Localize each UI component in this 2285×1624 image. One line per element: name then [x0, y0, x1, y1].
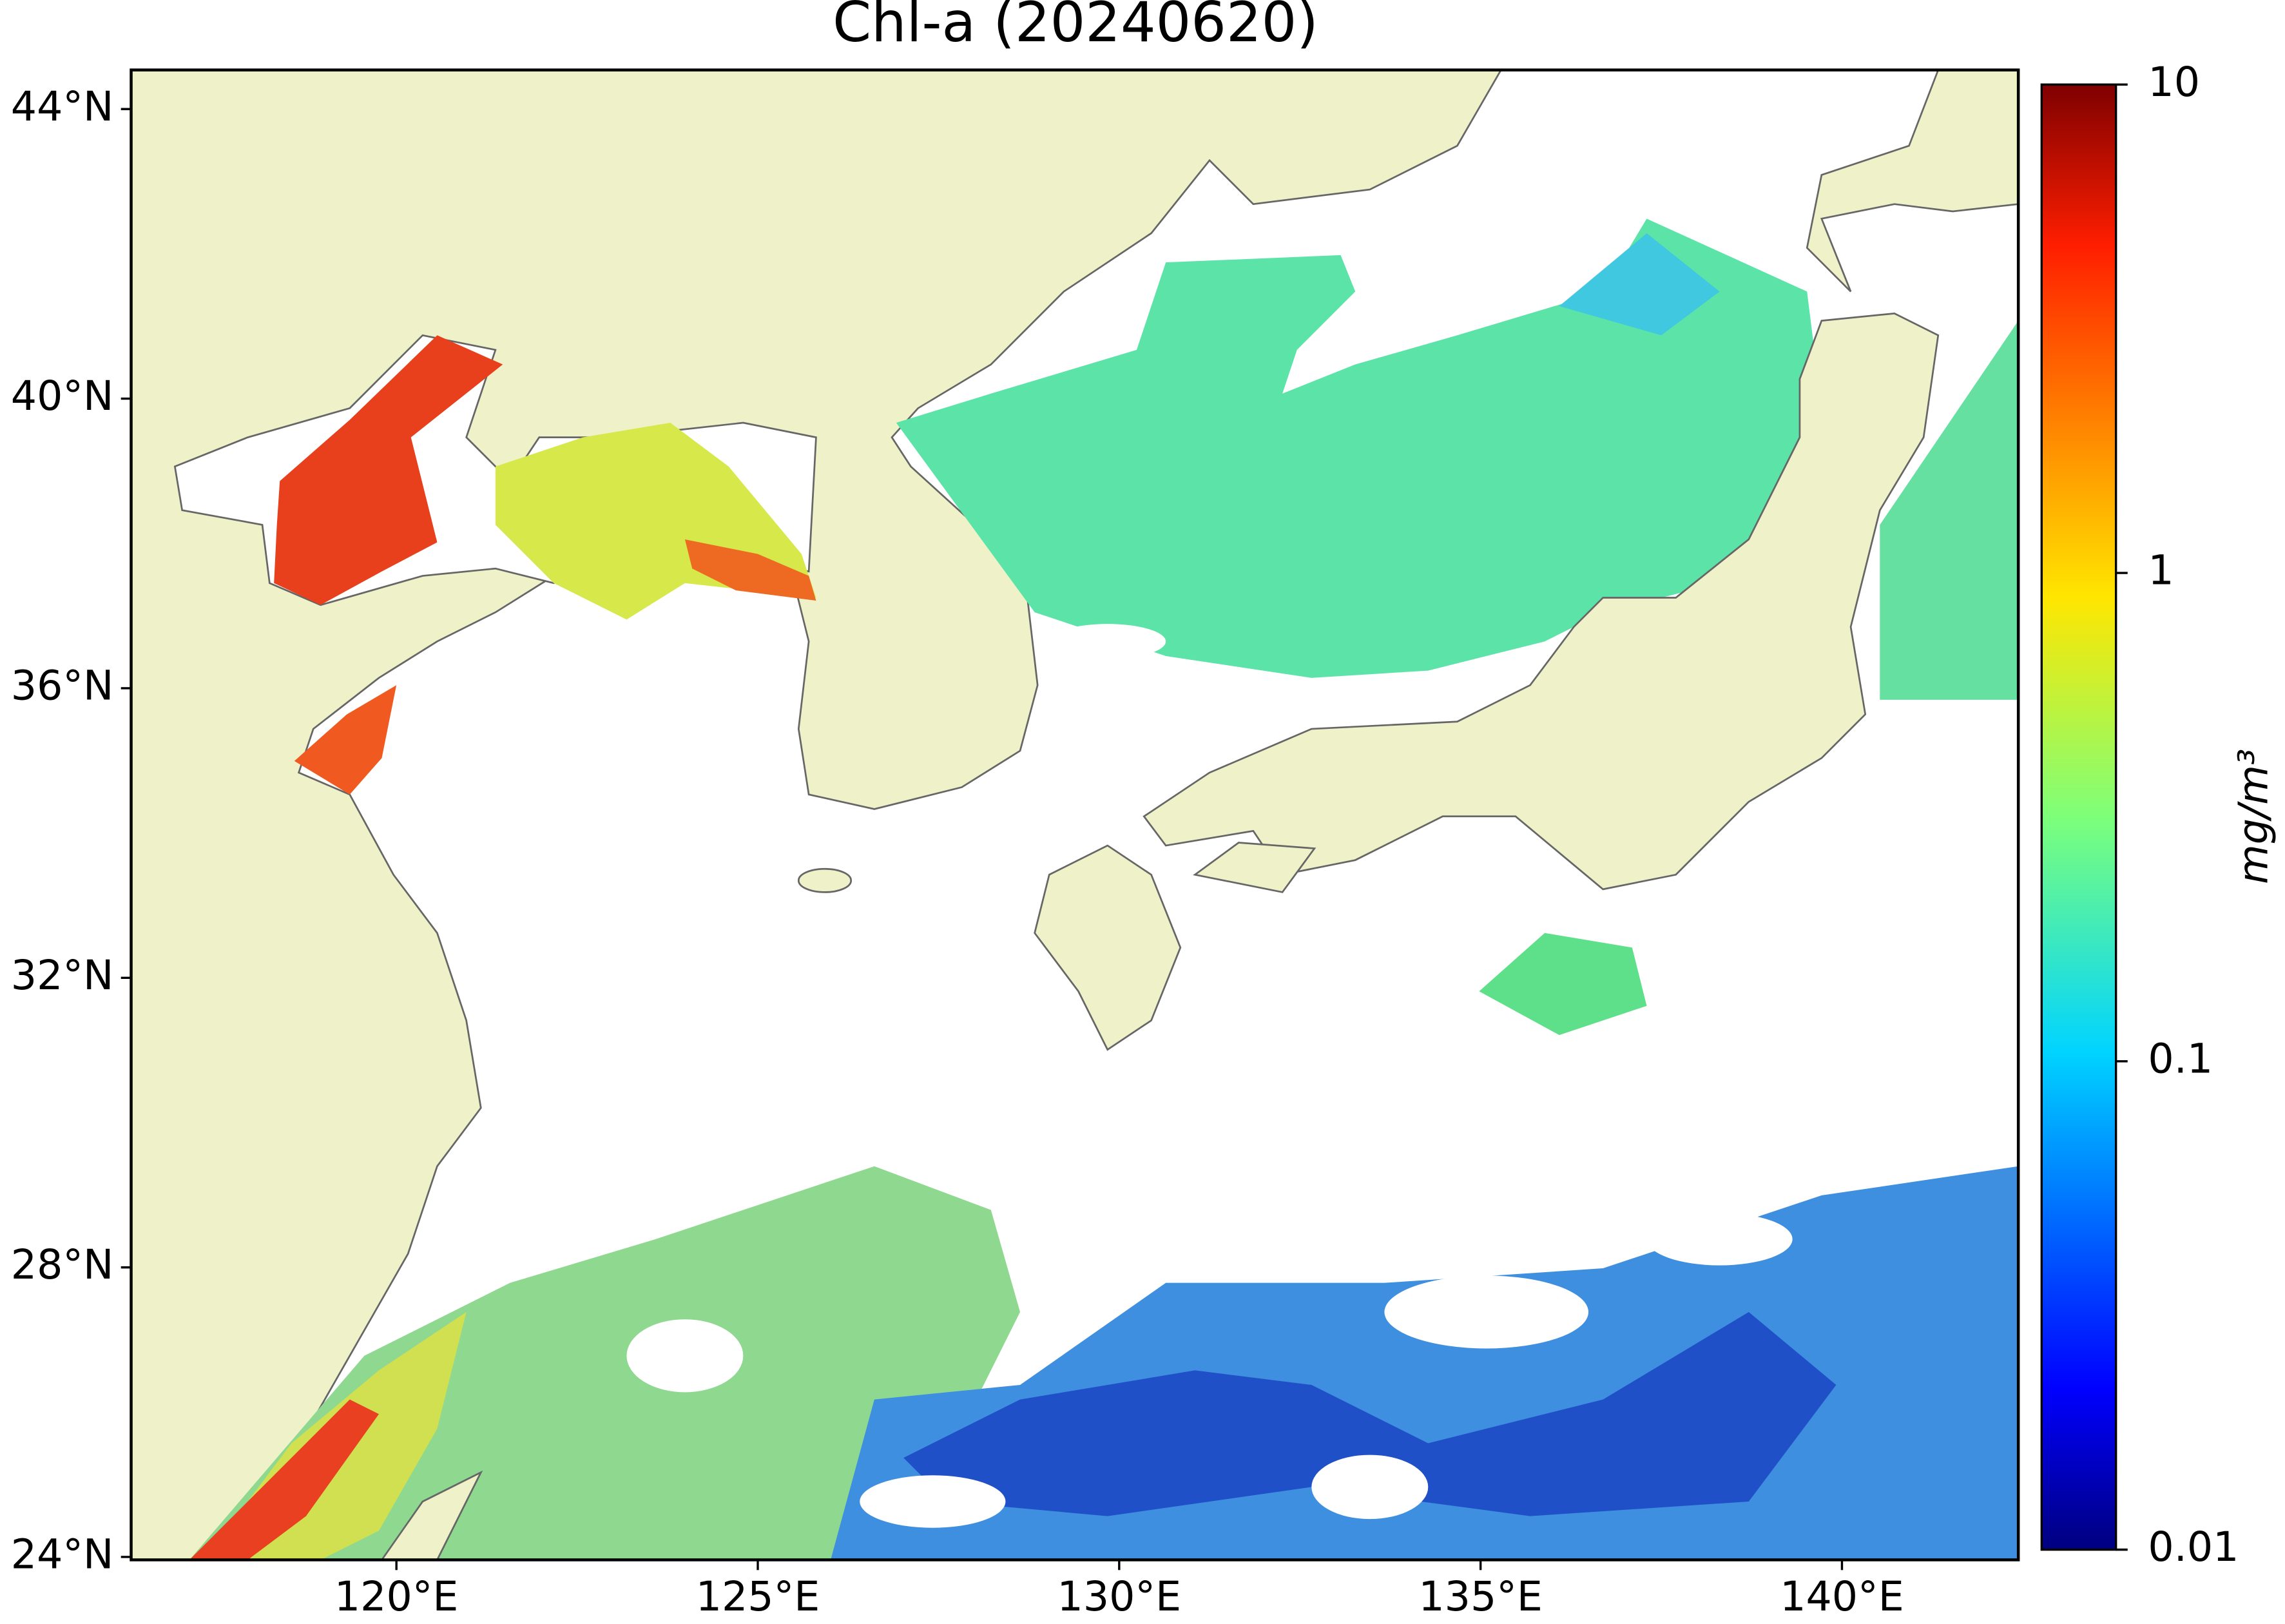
- land: [1142, 312, 1940, 891]
- land: [1193, 842, 1316, 893]
- chl-patch: [1559, 233, 1720, 336]
- cloud: [1049, 624, 1166, 659]
- chl-patch: [294, 685, 397, 795]
- chl-patch: [189, 1399, 379, 1560]
- chl-patch: [903, 1311, 1837, 1516]
- x-tick-label: 125°E: [696, 1572, 820, 1620]
- chl-patch: [1880, 320, 2019, 700]
- map: [131, 70, 2019, 1560]
- land: [380, 1470, 483, 1560]
- y-tick-label: 44°N: [11, 82, 114, 130]
- cloud: [1384, 1275, 1589, 1349]
- colorbar-tick-label: 10: [2148, 58, 2200, 106]
- cloud: [860, 1475, 1006, 1528]
- y-tick-label: 32°N: [11, 951, 114, 999]
- x-tick-label: 135°E: [1418, 1572, 1543, 1620]
- y-tick-label: 24°N: [11, 1531, 114, 1578]
- colorbar-tick-label: 0.1: [2148, 1034, 2213, 1082]
- map-frame: [130, 68, 2020, 1561]
- chl-patch: [274, 335, 503, 605]
- cloud: [626, 1319, 744, 1393]
- y-tick-label: 28°N: [11, 1241, 114, 1288]
- x-tick-label: 130°E: [1057, 1572, 1182, 1620]
- cloud: [1646, 1213, 1793, 1266]
- land: [797, 867, 853, 893]
- land: [1034, 844, 1182, 1051]
- cloud: [1311, 1455, 1429, 1520]
- chl-patch: [1479, 933, 1647, 1036]
- y-tick-label: 40°N: [11, 372, 114, 420]
- y-tick-label: 36°N: [11, 662, 114, 710]
- colorbar: [2040, 83, 2117, 1551]
- colorbar-tick-label: 1: [2148, 546, 2174, 594]
- x-tick-label: 120°E: [334, 1572, 459, 1620]
- x-tick-label: 140°E: [1780, 1572, 1904, 1620]
- land: [131, 70, 1502, 1560]
- chl-patch: [896, 218, 1822, 678]
- chl-patch: [684, 539, 816, 601]
- title: Chl-a (20240620): [833, 0, 1318, 55]
- land: [1806, 70, 2019, 293]
- colorbar-tick-label: 0.01: [2148, 1523, 2239, 1571]
- colorbar-label: mg/m³: [2229, 749, 2277, 884]
